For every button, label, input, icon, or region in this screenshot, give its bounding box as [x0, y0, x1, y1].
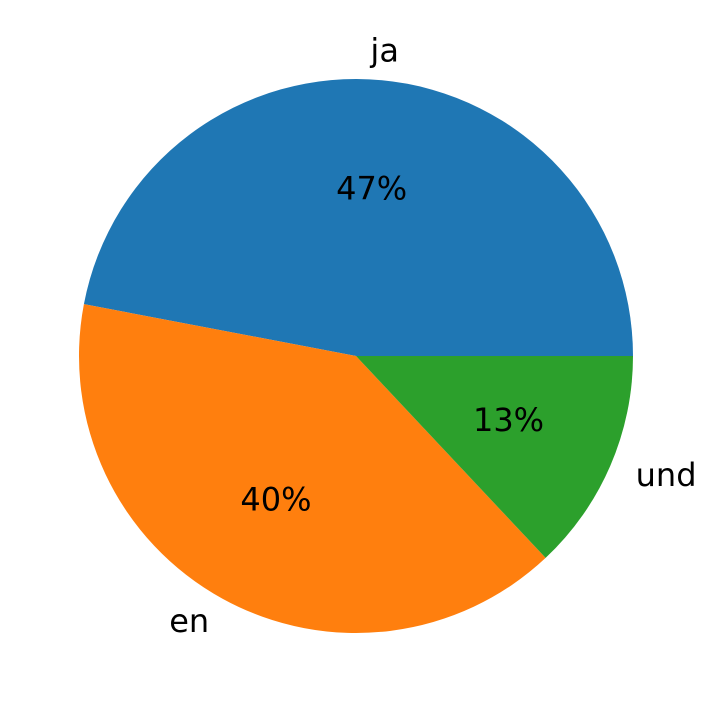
percent-label-en: 40% — [240, 481, 311, 519]
percent-label-und: 13% — [473, 401, 544, 439]
slice-label-ja: ja — [369, 32, 399, 70]
pie-slices — [78, 79, 633, 634]
pie-labels: ja 47% en 40% und 13% — [169, 32, 696, 640]
pie-slice-ja — [83, 79, 633, 357]
slice-label-en: en — [169, 602, 209, 640]
pie-slice-und — [356, 356, 633, 558]
percent-label-ja: 47% — [336, 170, 407, 208]
pie-slice-en — [78, 304, 546, 634]
slice-label-und: und — [636, 456, 697, 494]
